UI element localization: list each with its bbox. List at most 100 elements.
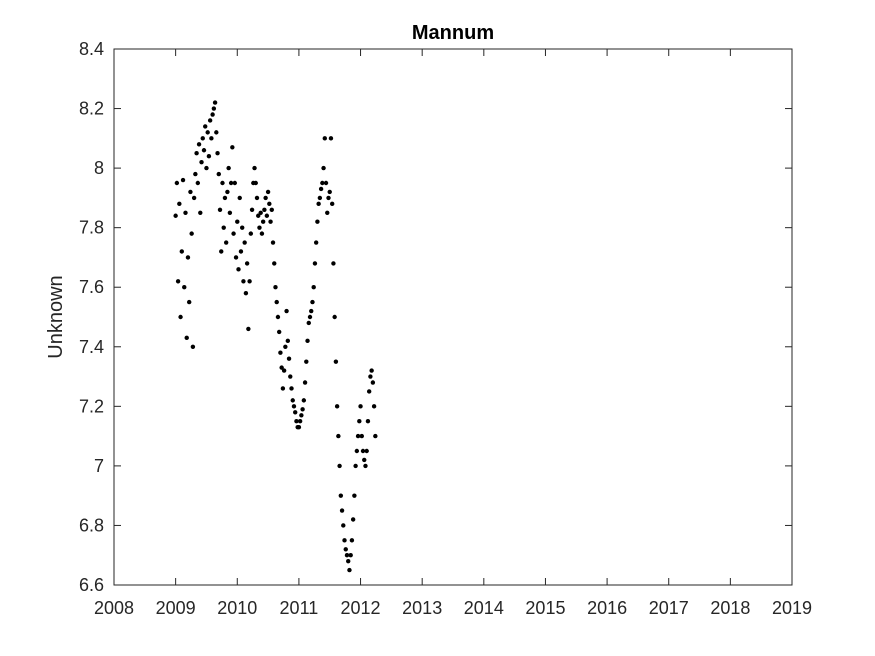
data-point bbox=[350, 517, 356, 522]
data-point bbox=[177, 201, 182, 207]
data-point bbox=[262, 207, 267, 212]
data-point bbox=[189, 231, 194, 236]
data-point bbox=[174, 180, 180, 186]
y-tick-label: 7.4 bbox=[79, 337, 104, 357]
data-point bbox=[225, 189, 230, 195]
data-point bbox=[353, 463, 358, 469]
x-tick-label: 2017 bbox=[649, 598, 689, 618]
data-point bbox=[272, 261, 277, 266]
data-point bbox=[219, 249, 224, 254]
data-point bbox=[360, 448, 366, 454]
data-point bbox=[175, 279, 181, 284]
chart-title: Mannum bbox=[412, 22, 494, 44]
data-point bbox=[315, 219, 320, 224]
data-point bbox=[205, 130, 210, 135]
data-point bbox=[275, 314, 281, 320]
data-point bbox=[343, 547, 348, 552]
data-point bbox=[311, 285, 316, 290]
data-point bbox=[265, 189, 271, 195]
data-point bbox=[257, 225, 262, 230]
data-point bbox=[278, 350, 283, 355]
data-point bbox=[232, 180, 238, 186]
data-point bbox=[297, 419, 303, 424]
data-point bbox=[300, 407, 305, 412]
data-point bbox=[326, 195, 331, 201]
data-point bbox=[221, 225, 226, 230]
data-point bbox=[185, 255, 191, 260]
data-point bbox=[253, 180, 258, 186]
data-point bbox=[200, 136, 205, 141]
data-point bbox=[270, 240, 276, 245]
data-point bbox=[364, 448, 369, 454]
data-point bbox=[346, 558, 351, 564]
data-point bbox=[260, 219, 266, 224]
data-point bbox=[178, 314, 183, 320]
data-point bbox=[357, 419, 362, 424]
data-point bbox=[238, 249, 244, 254]
y-tick-label: 7 bbox=[94, 456, 104, 476]
data-point bbox=[365, 419, 371, 424]
data-point bbox=[289, 386, 294, 391]
data-point bbox=[183, 210, 188, 215]
data-point bbox=[246, 326, 251, 332]
data-point bbox=[306, 320, 311, 326]
data-point bbox=[316, 201, 321, 207]
data-point bbox=[230, 145, 235, 150]
data-point bbox=[362, 457, 367, 463]
data-point bbox=[338, 493, 344, 498]
data-point bbox=[256, 213, 261, 218]
data-point bbox=[359, 433, 364, 439]
y-tick-label: 8.4 bbox=[79, 39, 104, 59]
data-point bbox=[322, 136, 327, 141]
data-point bbox=[332, 314, 337, 320]
data-point bbox=[368, 374, 373, 379]
data-point bbox=[318, 186, 324, 192]
data-point bbox=[329, 201, 335, 207]
data-point bbox=[279, 365, 284, 370]
data-point bbox=[309, 308, 314, 314]
data-point bbox=[198, 210, 203, 215]
data-point bbox=[267, 201, 272, 207]
data-point bbox=[243, 290, 249, 296]
data-point bbox=[235, 219, 240, 224]
data-point bbox=[263, 195, 268, 201]
data-point bbox=[276, 329, 282, 335]
data-point bbox=[371, 404, 377, 409]
y-axis: 6.6 6.8 7 7.2 7.4 7.6 7.8 8 8.2 8.4 bbox=[79, 39, 792, 595]
data-point bbox=[327, 189, 332, 195]
data-point bbox=[312, 261, 318, 266]
data-point bbox=[355, 433, 361, 439]
data-point bbox=[321, 165, 326, 171]
data-point bbox=[212, 100, 218, 105]
data-point bbox=[252, 165, 257, 171]
data-point bbox=[211, 106, 217, 111]
data-point bbox=[258, 210, 263, 215]
data-point bbox=[285, 338, 291, 344]
data-point bbox=[242, 240, 247, 245]
x-tick-label: 2019 bbox=[772, 598, 812, 618]
x-tick-label: 2018 bbox=[710, 598, 750, 618]
y-tick-label: 7.8 bbox=[79, 218, 104, 238]
data-point bbox=[207, 118, 213, 123]
x-tick-label: 2009 bbox=[156, 598, 196, 618]
data-point bbox=[204, 165, 209, 171]
data-point bbox=[217, 207, 223, 212]
data-point bbox=[369, 368, 374, 373]
data-point bbox=[286, 356, 292, 361]
x-tick-label: 2012 bbox=[341, 598, 381, 618]
data-point bbox=[231, 231, 236, 236]
data-point bbox=[305, 338, 310, 344]
x-tick-label: 2011 bbox=[280, 598, 319, 618]
data-point bbox=[363, 463, 368, 469]
data-point bbox=[203, 124, 208, 129]
data-point bbox=[373, 433, 378, 439]
y-tick-label: 6.6 bbox=[79, 575, 104, 595]
data-point bbox=[248, 231, 254, 236]
data-point bbox=[323, 180, 329, 186]
y-tick-label: 7.2 bbox=[79, 396, 104, 416]
x-tick-label: 2008 bbox=[94, 598, 134, 618]
y-tick-label: 7.6 bbox=[79, 277, 104, 297]
data-point bbox=[370, 380, 376, 385]
data-point bbox=[296, 424, 302, 430]
